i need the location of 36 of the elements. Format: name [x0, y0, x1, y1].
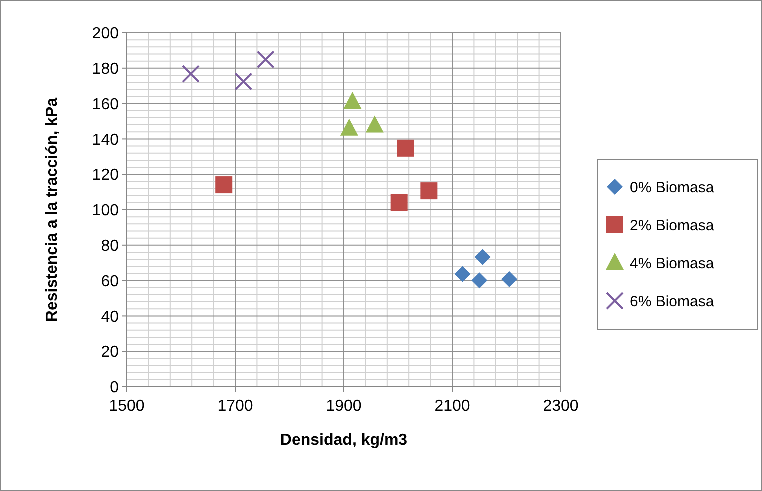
x-tick-label: 1700 — [218, 398, 254, 415]
x-axis-title: Densidad, kg/m3 — [280, 432, 408, 449]
point — [397, 140, 414, 157]
y-tick-label: 200 — [92, 26, 120, 43]
legend-label: 2% Biomasa — [630, 217, 715, 234]
x-tick-label: 2100 — [434, 398, 470, 415]
y-tick-label: 20 — [101, 344, 120, 362]
y-tick-label: 0 — [110, 380, 120, 397]
point — [216, 176, 233, 194]
y-tick-label: 140 — [92, 132, 120, 149]
y-tick-label: 40 — [101, 308, 120, 326]
y-tick-label: 180 — [92, 61, 120, 78]
legend-label: 4% Biomasa — [630, 255, 715, 272]
y-tick-label: 60 — [101, 273, 120, 290]
point — [256, 50, 275, 69]
x-tick-label: 2300 — [543, 398, 579, 415]
point — [340, 118, 358, 136]
y-tick-label: 120 — [92, 167, 120, 184]
point — [474, 249, 491, 266]
y-tick-label: 100 — [92, 202, 120, 220]
point — [454, 266, 471, 282]
x-tick-label: 1500 — [109, 398, 145, 415]
point — [501, 271, 518, 288]
point — [420, 182, 438, 200]
x-tick-label: 1900 — [326, 398, 362, 415]
point — [472, 272, 488, 289]
point — [344, 92, 362, 110]
y-tick-label: 160 — [92, 96, 120, 114]
y-axis-title: Resistencia a la tracción, kPa — [44, 98, 61, 322]
point — [182, 65, 200, 84]
point — [390, 194, 408, 212]
point — [366, 116, 384, 133]
point — [234, 72, 253, 91]
legend-label: 6% Biomasa — [630, 293, 715, 310]
y-tick-label: 80 — [101, 238, 120, 255]
legend-label: 0% Biomasa — [630, 179, 715, 196]
